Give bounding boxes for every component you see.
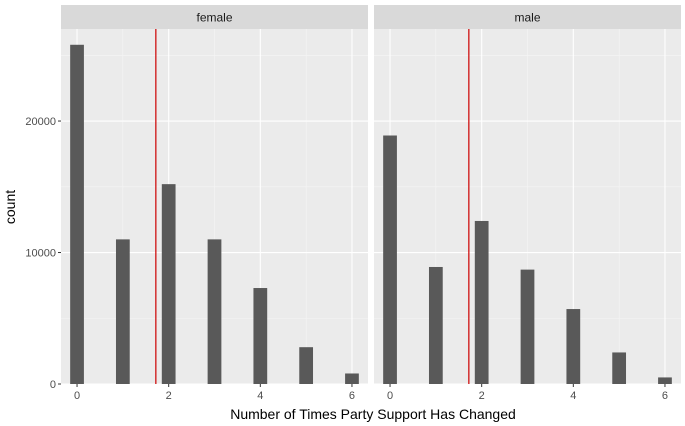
x-axis: 0 2 4 6 0 2 4 6 bbox=[74, 384, 668, 402]
y-axis: 0 10000 20000 bbox=[25, 116, 61, 391]
bar-male-2 bbox=[474, 220, 489, 384]
bar-male-4 bbox=[566, 309, 581, 384]
bar-male-0 bbox=[383, 135, 397, 384]
bar-female-6 bbox=[345, 373, 359, 384]
strip-label-female: female bbox=[196, 11, 232, 25]
bar-female-3 bbox=[207, 239, 222, 384]
strip-male-background bbox=[374, 5, 681, 29]
y-tick-label: 10000 bbox=[25, 248, 56, 260]
panel-female: female bbox=[61, 5, 368, 385]
y-tick-label: 0 bbox=[50, 379, 56, 391]
y-tick-label: 20000 bbox=[25, 116, 56, 128]
x-tick-label: 0 bbox=[387, 390, 393, 402]
panel-female-plot bbox=[61, 29, 368, 385]
bar-female-5 bbox=[299, 347, 314, 384]
strip-label-male: male bbox=[514, 11, 540, 25]
strip-female-background bbox=[61, 5, 368, 29]
x-tick-label: 4 bbox=[570, 390, 576, 402]
x-tick-label: 4 bbox=[257, 390, 263, 402]
x-tick-label: 0 bbox=[74, 390, 80, 402]
x-tick-label: 2 bbox=[166, 390, 172, 402]
bar-female-1 bbox=[115, 239, 130, 384]
bar-male-6 bbox=[658, 377, 672, 384]
panel-male: male bbox=[374, 5, 681, 385]
bar-female-0 bbox=[70, 44, 84, 385]
x-tick-label: 6 bbox=[662, 390, 668, 402]
y-axis-title: count bbox=[2, 190, 18, 224]
bar-male-3 bbox=[520, 269, 535, 384]
x-tick-label: 2 bbox=[479, 390, 485, 402]
bar-male-5 bbox=[612, 352, 627, 384]
x-axis-title: Number of Times Party Support Has Change… bbox=[230, 406, 516, 422]
panel-male-plot bbox=[374, 29, 681, 385]
bar-male-1 bbox=[428, 266, 443, 384]
bar-female-2 bbox=[161, 184, 176, 384]
x-tick-label: 6 bbox=[349, 390, 355, 402]
bar-female-4 bbox=[253, 288, 268, 384]
